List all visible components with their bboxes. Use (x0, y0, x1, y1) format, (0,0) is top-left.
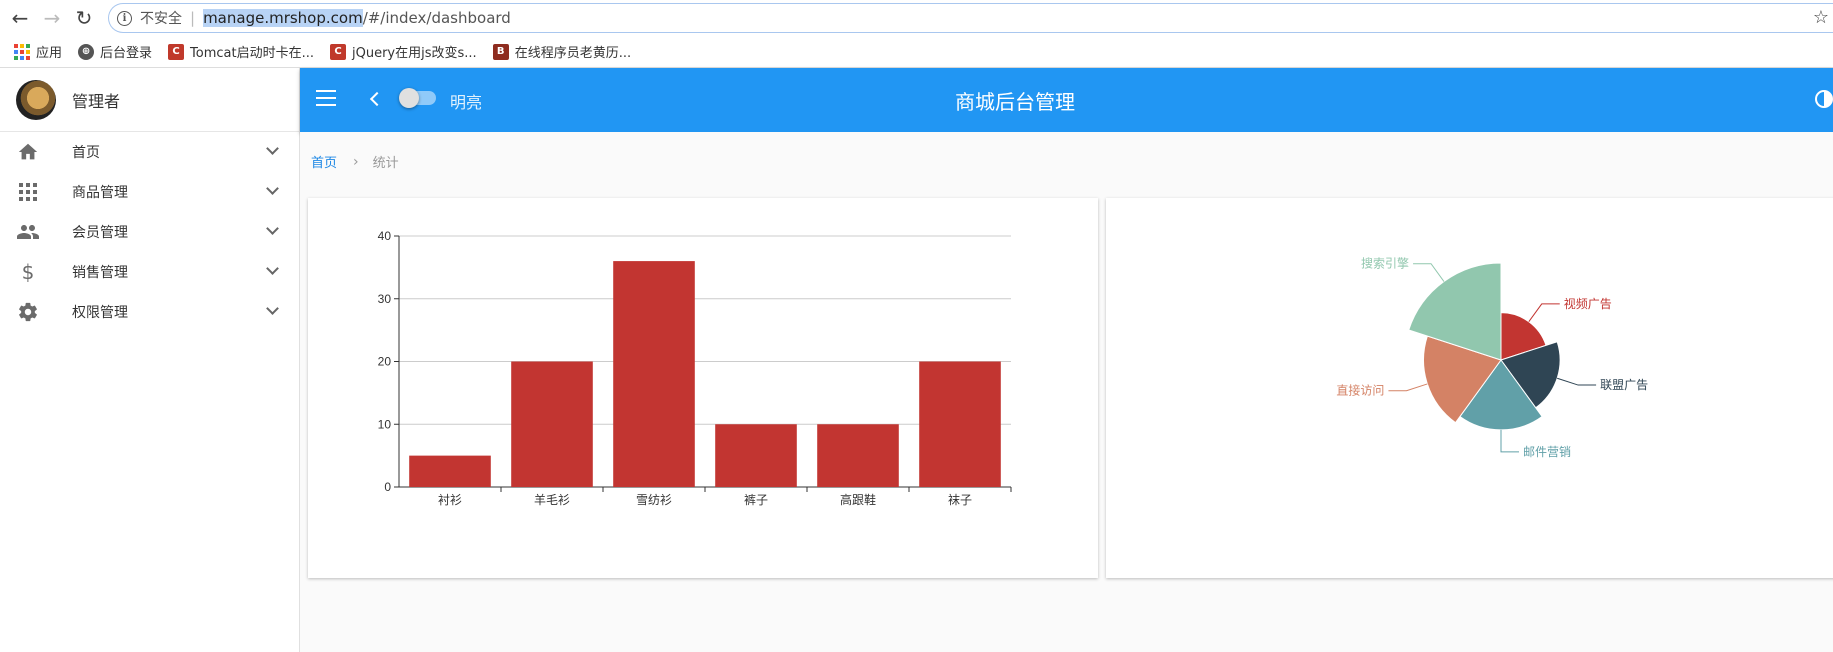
bookmark-star-icon[interactable]: ☆ (1812, 7, 1829, 28)
chevron-down-icon (266, 302, 279, 315)
page-title: 商城后台管理 (955, 90, 1075, 114)
y-tick-label: 20 (378, 355, 392, 369)
main-content: 首页 › 统计 0 10 20 30 40 衬衫 羊毛衫 雪纺衫 裤子 高跟鞋 袜子 视频广告联盟广… (300, 132, 1833, 652)
x-tick-label: 袜子 (948, 493, 972, 507)
sidebar-item-sales[interactable]: $ 销售管理 (0, 252, 299, 292)
bookmark-apps[interactable]: 应用 (14, 42, 62, 61)
x-tick-label: 羊毛衫 (534, 492, 570, 507)
b-logo-icon: B (492, 43, 509, 60)
y-tick-label: 10 (378, 417, 392, 431)
chevron-down-icon (266, 262, 279, 275)
x-tick-label: 衬衫 (438, 493, 462, 507)
bookmark-tomcat[interactable]: C Tomcat启动时卡在... (168, 42, 314, 61)
reload-icon[interactable]: ↻ (75, 6, 93, 30)
bookmark-jquery[interactable]: C jQuery在用js改变s... (330, 42, 477, 61)
y-tick-label: 30 (378, 292, 392, 306)
invert-colors-icon[interactable] (1815, 90, 1833, 108)
pie-slice (1459, 359, 1543, 431)
bar (511, 361, 593, 487)
bar (409, 455, 491, 487)
chevron-down-icon (266, 142, 279, 155)
url-path: /#/index/dashboard (362, 9, 511, 27)
bookmark-label: Tomcat启动时卡在... (190, 46, 314, 61)
app-toolbar: 明亮 商城后台管理 (300, 68, 1833, 132)
user-profile[interactable]: 管理者 (0, 68, 299, 132)
bookmark-label: 在线程序员老黄历... (514, 46, 632, 61)
bar-chart: 0 10 20 30 40 衬衫 羊毛衫 雪纺衫 裤子 高跟鞋 袜子 (378, 229, 1012, 507)
apps-grid-icon (14, 43, 30, 60)
breadcrumb-current: 统计 (372, 156, 399, 171)
chevron-left-icon[interactable] (369, 91, 385, 107)
info-icon[interactable]: i (117, 10, 132, 26)
sidebar-item-label: 商品管理 (72, 185, 128, 201)
pie-label: 直接访问 (1336, 383, 1384, 398)
home-icon (16, 140, 40, 164)
bookmark-label: jQuery在用js改变s... (352, 46, 477, 61)
bar (919, 361, 1001, 487)
sidebar-item-products[interactable]: 商品管理 (0, 172, 299, 212)
people-icon (16, 220, 40, 244)
bookmark-admin-login[interactable]: ⊕ 后台登录 (78, 42, 152, 61)
pie-slice (1408, 262, 1502, 361)
label-line (1557, 377, 1597, 386)
sidebar-item-home[interactable]: 首页 (0, 132, 299, 172)
forward-icon[interactable]: → (43, 6, 61, 30)
bar (817, 424, 899, 487)
bookmark-almanac[interactable]: B 在线程序员老黄历... (492, 42, 632, 61)
gear-icon (16, 300, 40, 324)
label-line (1500, 429, 1519, 453)
x-tick-label: 裤子 (744, 493, 768, 507)
sidebar-item-permissions[interactable]: 权限管理 (0, 292, 299, 332)
separator: | (190, 9, 196, 27)
pie-chart-card: 视频广告联盟广告邮件营销 直接访问 搜索引擎 (1106, 198, 1833, 578)
avatar (16, 79, 56, 120)
chevron-down-icon (266, 222, 279, 235)
pie-label: 联盟广告 (1600, 378, 1648, 392)
browser-toolbar: ← → ↻ i 不安全 | manage.mrshop.com/#/index/… (0, 0, 1833, 36)
x-tick-label: 雪纺衫 (636, 493, 672, 507)
bookmark-label: 应用 (36, 46, 63, 61)
globe-icon: ⊕ (78, 43, 95, 60)
theme-toggle[interactable] (399, 88, 436, 108)
sidebar-item-label: 销售管理 (72, 265, 128, 281)
back-icon[interactable]: ← (11, 6, 29, 30)
breadcrumb: 首页 › 统计 (311, 152, 399, 172)
bookmark-label: 后台登录 (100, 46, 153, 61)
user-name: 管理者 (72, 91, 121, 111)
sidebar-item-label: 首页 (72, 145, 100, 161)
apps-icon (16, 180, 40, 204)
sidebar-item-label: 权限管理 (72, 305, 128, 321)
y-tick-label: 0 (384, 480, 391, 494)
pie-label: 邮件营销 (1523, 445, 1571, 459)
pie-label: 视频广告 (1564, 296, 1612, 311)
bar-chart-card: 0 10 20 30 40 衬衫 羊毛衫 雪纺衫 裤子 高跟鞋 袜子 (308, 198, 1098, 578)
url-host: manage.mrshop.com (203, 9, 363, 27)
breadcrumb-home[interactable]: 首页 (311, 156, 338, 171)
bar (613, 261, 695, 487)
label-line (1413, 263, 1445, 282)
chevron-right-icon: › (353, 153, 359, 170)
dollar-icon: $ (21, 260, 35, 284)
label-line (1388, 383, 1428, 392)
c-logo-icon: C (168, 43, 185, 60)
pie-slice (1500, 312, 1547, 361)
menu-icon[interactable] (316, 90, 336, 106)
pie-slice (1423, 335, 1502, 424)
bar (715, 424, 797, 487)
sidebar-item-label: 会员管理 (72, 225, 128, 241)
security-label: 不安全 (140, 11, 182, 27)
sidebar-item-members[interactable]: 会员管理 (0, 212, 299, 252)
pie-slice (1500, 341, 1561, 409)
c-logo-icon: C (330, 43, 346, 60)
label-line (1528, 303, 1560, 323)
y-tick-label: 40 (378, 229, 392, 243)
address-bar[interactable]: i 不安全 | manage.mrshop.com/#/index/dashbo… (108, 3, 1833, 33)
sidebar: 管理者 首页 商品管理 会员管理 $ 销售管理 (0, 68, 300, 652)
bookmarks-bar: 应用 ⊕ 后台登录 C Tomcat启动时卡在... C jQuery在用js改… (0, 36, 1833, 68)
pie-label: 搜索引擎 (1361, 256, 1409, 271)
toggle-label: 明亮 (450, 93, 483, 112)
chevron-down-icon (266, 182, 279, 195)
x-tick-label: 高跟鞋 (840, 492, 876, 507)
